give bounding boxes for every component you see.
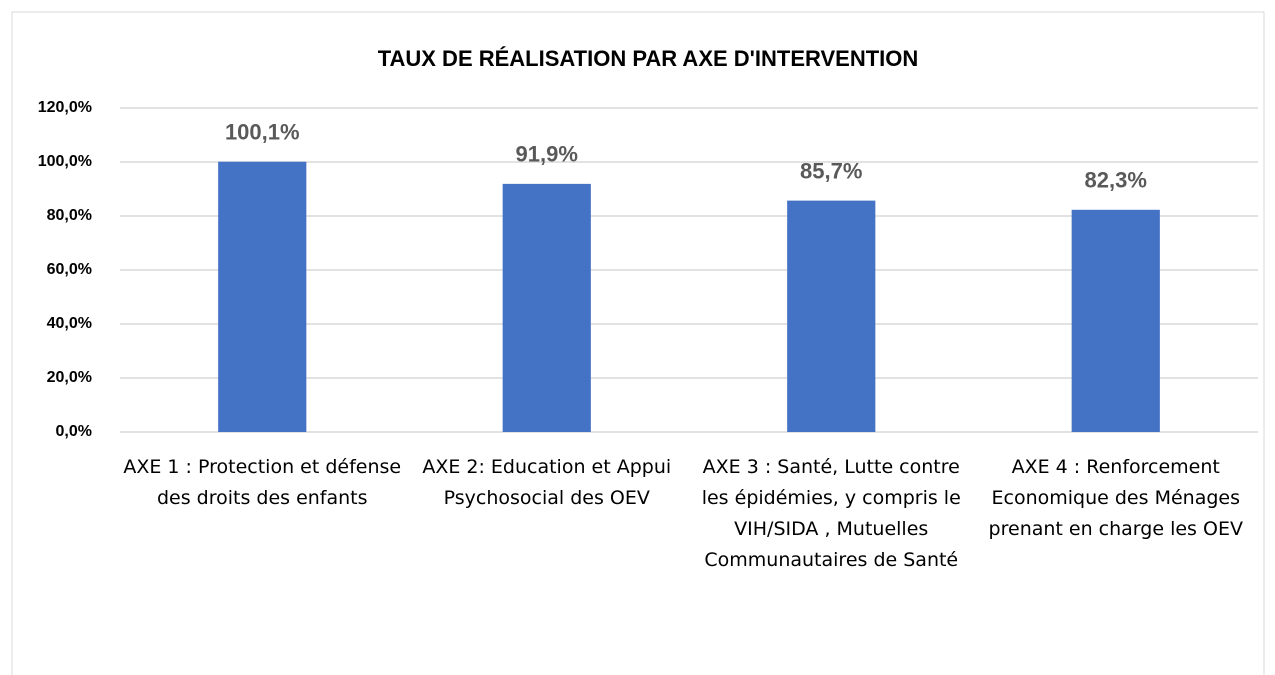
y-tick-label: 100,0%	[38, 153, 92, 170]
data-label: 91,9%	[516, 142, 578, 167]
bar	[1071, 209, 1160, 432]
y-tick-label: 80,0%	[47, 207, 92, 224]
y-tick-label: 120,0%	[38, 99, 92, 116]
x-tick-label-box: AXE 2: Education et Appui Psychosocial d…	[422, 456, 672, 509]
chart-title: TAUX DE RÉALISATION PAR AXE D'INTERVENTI…	[378, 46, 919, 71]
bar	[787, 200, 876, 432]
y-tick-label: 60,0%	[47, 261, 92, 278]
y-tick-label: 0,0%	[56, 423, 92, 440]
x-tick-label-box: AXE 3 : Santé, Lutte contre les épidémie…	[701, 456, 961, 571]
x-tick-label-box: AXE 1 : Protection et défense des droits…	[123, 456, 402, 509]
y-tick-label: 40,0%	[47, 315, 92, 332]
x-tick-label: AXE 3 : Santé, Lutte contre les épidémie…	[701, 456, 961, 571]
x-tick-label: AXE 4 : Renforcement Economique des Ména…	[988, 456, 1243, 540]
x-tick-label: AXE 1 : Protection et défense des droits…	[123, 456, 402, 509]
data-label: 100,1%	[225, 120, 300, 145]
x-tick-label: AXE 2: Education et Appui Psychosocial d…	[422, 456, 672, 509]
bar	[502, 183, 591, 432]
data-label: 85,7%	[800, 158, 862, 183]
data-label: 82,3%	[1085, 168, 1147, 193]
y-tick-label: 20,0%	[47, 369, 92, 386]
x-tick-label-box: AXE 4 : Renforcement Economique des Ména…	[988, 456, 1243, 540]
bar	[218, 161, 307, 433]
